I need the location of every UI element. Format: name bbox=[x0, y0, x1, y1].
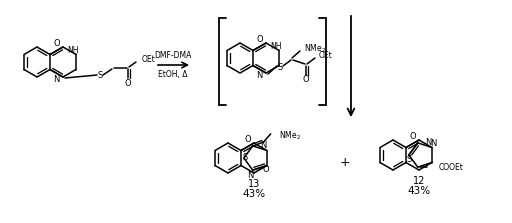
Text: NH: NH bbox=[68, 46, 79, 55]
Text: N: N bbox=[53, 76, 59, 85]
Text: N: N bbox=[256, 70, 262, 80]
Text: NMe$_2$: NMe$_2$ bbox=[279, 130, 301, 142]
Text: O: O bbox=[53, 39, 60, 48]
Text: S: S bbox=[406, 155, 412, 165]
Text: S: S bbox=[278, 62, 283, 72]
Text: 13: 13 bbox=[248, 179, 260, 189]
Text: N: N bbox=[260, 141, 267, 150]
Text: 43%: 43% bbox=[242, 189, 266, 199]
Text: NH: NH bbox=[271, 42, 282, 51]
Text: DMF-DMA: DMF-DMA bbox=[154, 50, 191, 60]
Text: NMe$_2$: NMe$_2$ bbox=[304, 43, 326, 55]
Text: COOEt: COOEt bbox=[439, 163, 463, 172]
Text: EtOH, Δ: EtOH, Δ bbox=[158, 70, 188, 80]
Text: OEt: OEt bbox=[319, 50, 333, 60]
Text: O: O bbox=[263, 165, 269, 174]
Text: O: O bbox=[256, 35, 263, 44]
Text: O: O bbox=[125, 78, 131, 87]
Text: O: O bbox=[409, 132, 416, 141]
Text: 12: 12 bbox=[413, 176, 425, 186]
Text: N: N bbox=[430, 139, 436, 148]
Text: O: O bbox=[244, 135, 251, 144]
Text: O: O bbox=[303, 76, 309, 85]
Text: 43%: 43% bbox=[408, 186, 431, 196]
Text: S: S bbox=[242, 153, 247, 163]
Text: N: N bbox=[247, 171, 253, 180]
Text: OEt: OEt bbox=[142, 54, 156, 64]
Text: +: + bbox=[339, 155, 350, 169]
Text: S: S bbox=[97, 72, 102, 81]
Text: N: N bbox=[425, 138, 432, 147]
